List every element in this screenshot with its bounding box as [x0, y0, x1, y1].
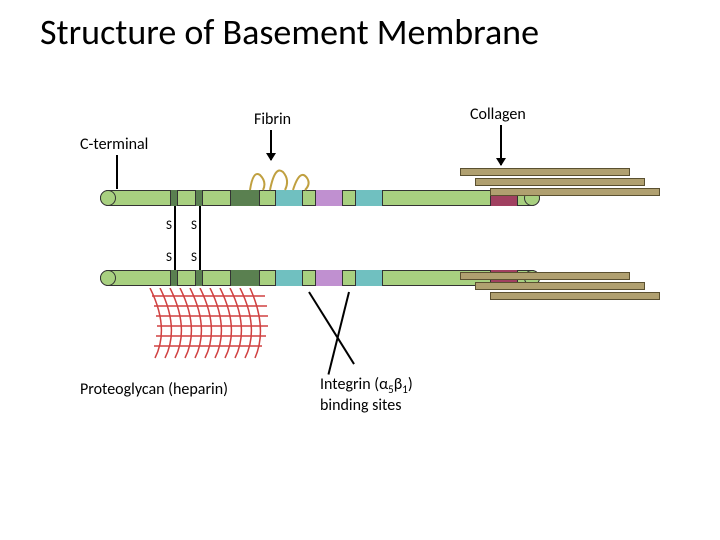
fibrin-arrow	[270, 130, 272, 160]
diagram-container: C-terminal Fibrin Collagen Proteoglycan …	[80, 100, 640, 480]
ss-label: S	[166, 250, 172, 265]
segment	[195, 270, 203, 286]
rod-bot-cap-left	[100, 270, 116, 286]
collagen-fiber	[475, 178, 645, 186]
segment	[195, 190, 203, 206]
label-cterminal: C-terminal	[80, 135, 148, 154]
collagen-fiber	[460, 168, 630, 176]
segment	[355, 190, 383, 206]
segment	[170, 190, 178, 206]
cterminal-pointer	[116, 155, 118, 189]
collagen-fiber	[460, 272, 630, 280]
segment	[275, 270, 303, 286]
proteoglycan-icon	[140, 288, 280, 363]
page-title: Structure of Basement Membrane	[40, 10, 539, 54]
disulfide-bond	[174, 206, 176, 270]
ss-label: S	[191, 250, 197, 265]
ss-label: S	[191, 218, 197, 233]
disulfide-bond	[199, 206, 201, 270]
collagen-fiber	[490, 292, 660, 300]
collagen-fiber	[490, 188, 660, 196]
collagen-arrow	[500, 125, 502, 165]
collagen-fiber	[475, 282, 645, 290]
segment	[355, 270, 383, 286]
segment	[315, 190, 343, 206]
segment	[315, 270, 343, 286]
label-proteoglycan: Proteoglycan (heparin)	[80, 380, 228, 399]
rod-top-cap-left	[100, 190, 116, 206]
segment	[230, 270, 260, 286]
label-integrin: Integrin (α5β1) binding sites	[320, 375, 413, 415]
label-fibrin: Fibrin	[254, 110, 291, 129]
integrin-line-2	[327, 292, 350, 375]
fibrin-icon	[245, 160, 315, 195]
segment	[170, 270, 178, 286]
ss-label: S	[166, 218, 172, 233]
label-collagen: Collagen	[470, 105, 526, 124]
